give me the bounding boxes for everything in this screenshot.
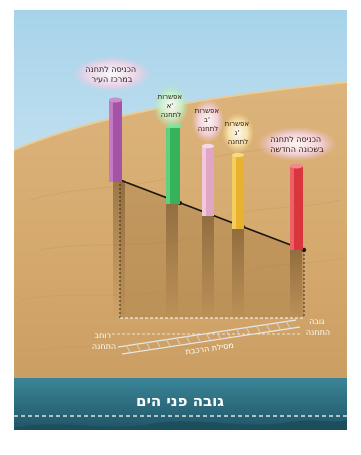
pillar-option-a: [166, 124, 182, 204]
pillar-option-b: [202, 143, 214, 216]
railway-track: [117, 319, 301, 355]
label-option-b: אפשרות ב' לתחנה: [195, 107, 222, 133]
shadow-pink: [202, 215, 214, 320]
glow-option-b: [192, 99, 224, 143]
sea-wave: [14, 420, 347, 430]
label-station-length: רוחב התחנה: [92, 331, 116, 351]
glow-entrance-new: [257, 127, 337, 161]
sea-band: [14, 378, 347, 430]
glow-entrance-center: [72, 56, 152, 92]
pillar-option-c: [232, 152, 244, 229]
sand-ground: [14, 82, 347, 430]
label-entrance-new: הכניסה לתחנה בשכונה החדשה: [270, 135, 324, 154]
label-station-depth: גובה התחנה: [306, 317, 330, 337]
shadow-green: [166, 200, 178, 320]
shadow-red: [290, 248, 302, 320]
label-sea-level: גובה פני הים: [136, 392, 224, 410]
pillar-entrance-new: [290, 163, 303, 250]
glow-option-a: [153, 84, 189, 128]
label-option-c: אפשרות ג' לתחנה: [225, 120, 252, 146]
label-option-a: אפשרות א' לתחנה: [158, 93, 185, 119]
glow-option-c: [222, 113, 254, 153]
shadow-yellow: [232, 228, 244, 320]
shadow-purple: [113, 180, 125, 320]
pillar-entrance-center: [109, 97, 122, 182]
label-entrance-center: הכניסה לתחנה במרכז העיר: [85, 65, 138, 84]
ground-surface-line: [13, 81, 348, 151]
